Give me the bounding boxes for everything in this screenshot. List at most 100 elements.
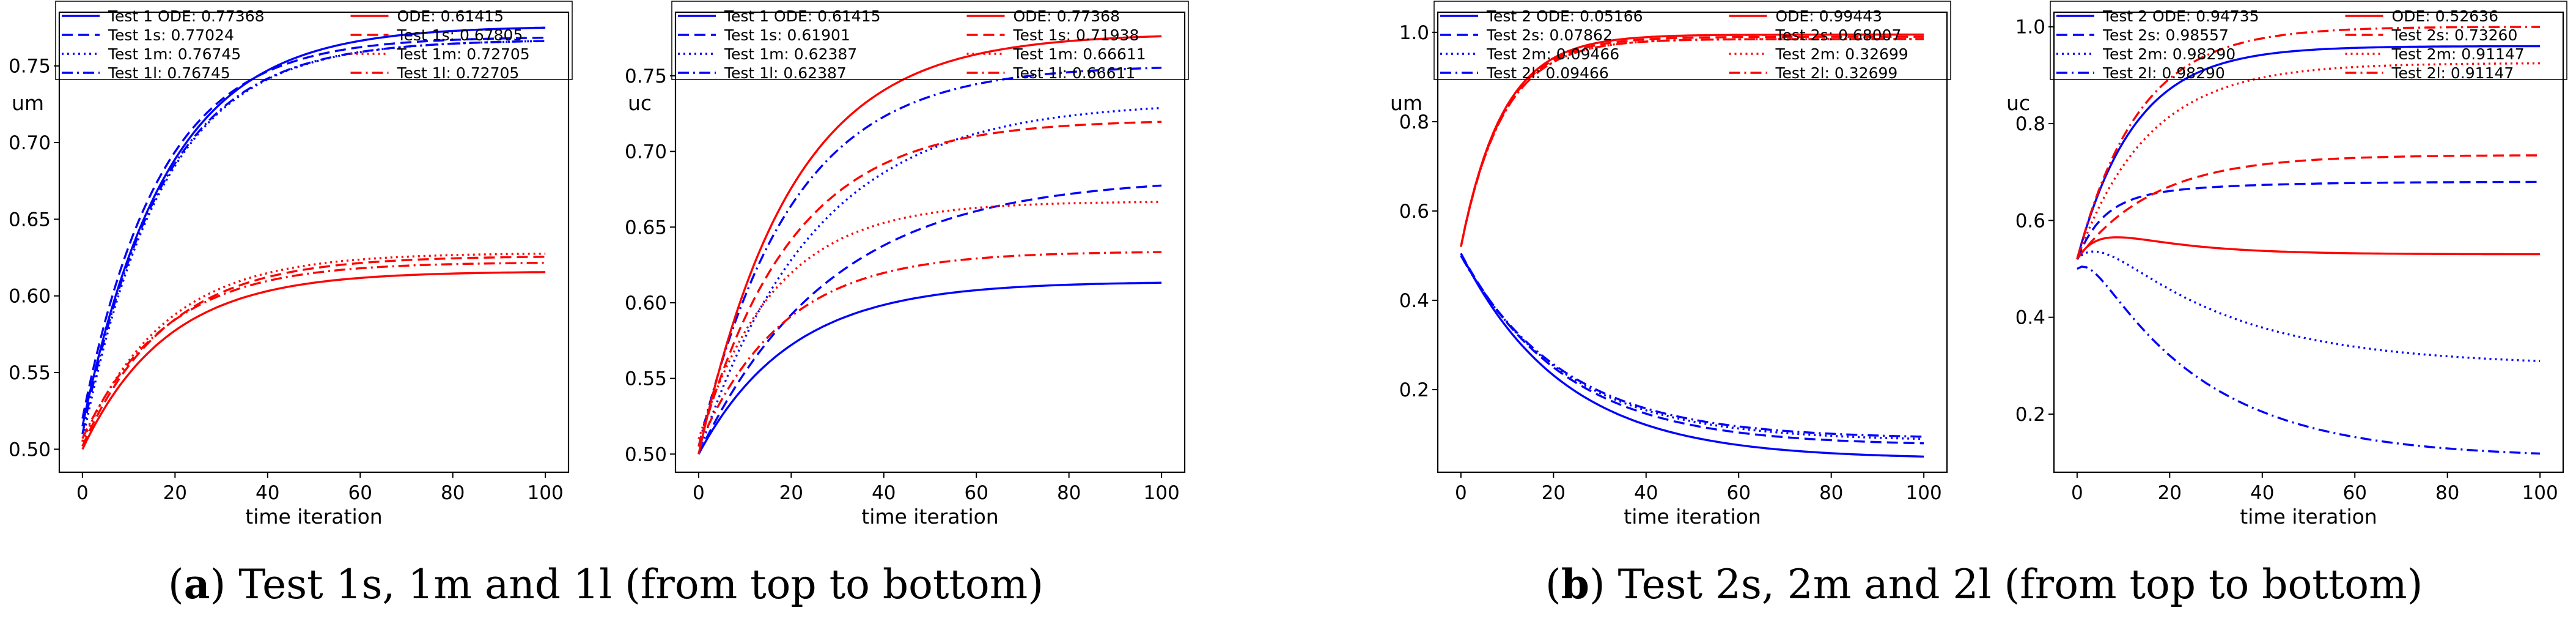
series-line bbox=[2076, 154, 2541, 260]
x-tick-label: 0 bbox=[693, 482, 705, 504]
legend-label: ODE: 0.77368 bbox=[1014, 7, 1120, 25]
legend-label: Test 1s: 0.77024 bbox=[108, 26, 234, 44]
legend-label: Test 1l: 0.76745 bbox=[108, 64, 230, 82]
series-line bbox=[2077, 265, 2541, 455]
caption-b: (b) Test 2s, 2m and 2l (from top to bott… bbox=[1545, 560, 2423, 608]
legend-label: Test 2s: 0.98557 bbox=[2102, 26, 2229, 44]
series-line bbox=[1460, 33, 1924, 247]
legend-label: Test 1 ODE: 0.77368 bbox=[108, 7, 265, 25]
plot-frame bbox=[2053, 11, 2564, 473]
y-tick-label: 1.0 bbox=[2015, 17, 2045, 39]
legend-label: Test 2s: 0.68007 bbox=[1775, 26, 1902, 44]
x-tick-label: 100 bbox=[2522, 482, 2558, 504]
legend-frame bbox=[55, 1, 573, 80]
y-tick-label: 0.65 bbox=[625, 217, 667, 239]
y-axis-label: um bbox=[1390, 91, 1422, 115]
chart-1: 0 20 40 60 80 100 0.50 0.55 0.60 0.65 0.70 0.75 time… bbox=[9, 1, 573, 529]
series-lines bbox=[81, 26, 546, 450]
legend-label: Test 1s: 0.71938 bbox=[1013, 26, 1139, 44]
legend-label: Test 2m: 0.91147 bbox=[2391, 45, 2525, 63]
caption-a-body: Test 1s, 1m and 1l (from top to bottom) bbox=[226, 561, 1043, 608]
y-tick-label: 0.60 bbox=[9, 286, 51, 308]
caption-a-text: (a) Test 1s, 1m and 1l (from top to bott… bbox=[168, 560, 1043, 608]
caption-b-text: (b) Test 2s, 2m and 2l (from top to bott… bbox=[1545, 560, 2423, 608]
legend-label: Test 1l: 0.72705 bbox=[397, 64, 520, 82]
legend-label: Test 2l: 0.91147 bbox=[2391, 64, 2514, 82]
x-tick-label: 100 bbox=[1906, 482, 1942, 504]
series-line bbox=[1460, 253, 1924, 445]
legend-label: Test 2l: 0.09466 bbox=[1486, 64, 1609, 82]
x-tick-label: 80 bbox=[1057, 482, 1081, 504]
x-tick-label: 60 bbox=[2343, 482, 2367, 504]
legend-label: Test 1s: 0.67805 bbox=[397, 26, 523, 44]
y-tick-label: 0.70 bbox=[625, 141, 667, 163]
x-tick-label: 80 bbox=[1819, 482, 1843, 504]
x-tick-label: 20 bbox=[163, 482, 187, 504]
caption-b-body: Test 2s, 2m and 2l (from top to bottom) bbox=[1605, 561, 2423, 608]
x-tick-label: 40 bbox=[2250, 482, 2274, 504]
legend-label: Test 1m: 0.72705 bbox=[397, 45, 530, 63]
caption-a-letter: a bbox=[184, 560, 210, 608]
y-tick-label: 0.2 bbox=[2015, 404, 2045, 426]
y-tick-label: 0.4 bbox=[2015, 307, 2045, 329]
series-lines bbox=[2076, 26, 2541, 455]
caption-a: (a) Test 1s, 1m and 1l (from top to bott… bbox=[168, 560, 1043, 608]
legend-label: ODE: 0.61415 bbox=[397, 7, 504, 25]
x-tick-label: 80 bbox=[2435, 482, 2459, 504]
legend-label: Test 2 ODE: 0.05166 bbox=[1486, 7, 1643, 25]
legend-label: Test 1m: 0.66611 bbox=[1013, 45, 1146, 63]
y-tick-label: 0.55 bbox=[625, 368, 667, 390]
x-tick-label: 80 bbox=[441, 482, 465, 504]
x-tick-label: 20 bbox=[1542, 482, 1566, 504]
series-line bbox=[81, 37, 546, 419]
legend-label: Test 2s: 0.07862 bbox=[1486, 26, 1613, 44]
series-line bbox=[1460, 253, 1924, 458]
y-tick-label: 0.6 bbox=[1399, 201, 1429, 223]
series-line bbox=[81, 253, 546, 442]
series-line bbox=[697, 281, 1162, 455]
plot-frame bbox=[674, 11, 1186, 473]
y-tick-label: 0.50 bbox=[625, 443, 667, 466]
series-line bbox=[1460, 38, 1924, 247]
plot-frame bbox=[58, 11, 570, 473]
x-axis-label: time iteration bbox=[245, 505, 382, 529]
y-tick-label: 0.75 bbox=[625, 65, 667, 87]
legend-label: Test 1s: 0.61901 bbox=[724, 26, 850, 44]
series-line bbox=[2076, 250, 2541, 362]
legend-label: Test 1l: 0.66611 bbox=[1013, 64, 1136, 82]
chart-3: 0 20 40 60 80 100 0.2 0.4 0.6 0.8 1.0 time iteratio… bbox=[1390, 1, 1951, 529]
y-tick-label: 0.2 bbox=[1399, 379, 1429, 401]
series-line bbox=[697, 35, 1162, 454]
x-tick-label: 0 bbox=[2071, 482, 2083, 504]
y-tick-label: 0.65 bbox=[9, 209, 51, 231]
y-axis-label: um bbox=[12, 91, 44, 115]
x-tick-label: 60 bbox=[348, 482, 372, 504]
legend-frame bbox=[1433, 1, 1951, 80]
chart-2: 0 20 40 60 80 100 0.50 0.55 0.60 0.65 0.70 0.75 time… bbox=[625, 1, 1189, 529]
legend-label: ODE: 0.99443 bbox=[1776, 7, 1882, 25]
x-tick-label: 40 bbox=[1634, 482, 1658, 504]
x-tick-label: 0 bbox=[1455, 482, 1467, 504]
x-axis-label: time iteration bbox=[2240, 505, 2377, 529]
y-tick-label: 0.8 bbox=[2015, 113, 2045, 135]
x-tick-label: 40 bbox=[256, 482, 279, 504]
x-tick-label: 20 bbox=[2158, 482, 2182, 504]
legend-label: Test 1m: 0.62387 bbox=[724, 45, 857, 63]
legend-label: Test 1l: 0.62387 bbox=[724, 64, 847, 82]
series-line bbox=[81, 271, 546, 450]
series-line bbox=[2076, 45, 2541, 260]
legend-label: ODE: 0.52636 bbox=[2392, 7, 2498, 25]
x-tick-label: 40 bbox=[872, 482, 896, 504]
y-axis-label: uc bbox=[628, 91, 652, 115]
plot-frame bbox=[1437, 11, 1948, 473]
x-axis-label: time iteration bbox=[1624, 505, 1761, 529]
y-tick-label: 0.75 bbox=[9, 56, 51, 78]
series-line bbox=[1460, 35, 1924, 247]
legend-label: Test 2l: 0.98290 bbox=[2102, 64, 2225, 82]
legend-frame bbox=[671, 1, 1189, 80]
